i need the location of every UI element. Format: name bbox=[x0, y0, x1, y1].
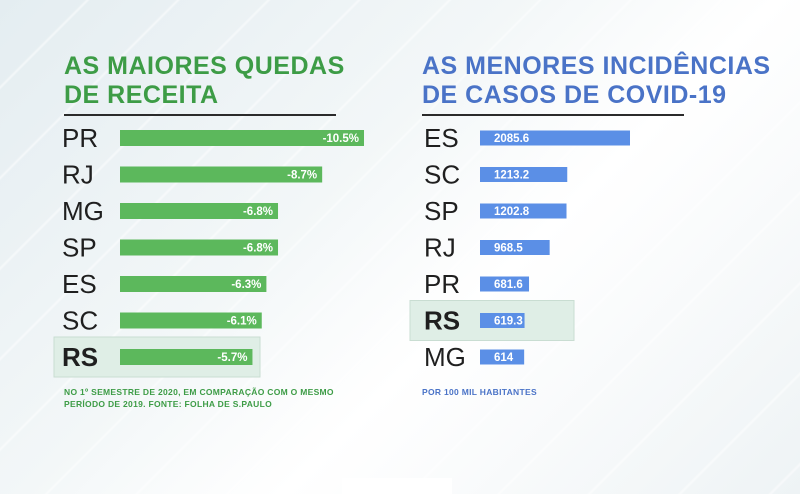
left-title-rest: QUEDAS bbox=[227, 52, 345, 80]
category-label-rj: RJ bbox=[424, 233, 456, 263]
value-label-rs: 619.3 bbox=[494, 316, 523, 328]
category-label-pr: PR bbox=[424, 269, 460, 299]
bar-mg bbox=[120, 203, 279, 219]
category-label-es: ES bbox=[62, 269, 97, 299]
bottom-white-tab bbox=[342, 478, 452, 494]
category-label-rs: RS bbox=[424, 306, 460, 336]
left-title-bold: AS MAIORES bbox=[64, 52, 228, 80]
right-chart-title: AS MENORES INCIDÊNCIAS DE CASOS DE COVID… bbox=[422, 52, 771, 110]
value-label-rj: -8.7% bbox=[287, 170, 317, 182]
value-label-pr: 681.6 bbox=[494, 279, 523, 291]
bar-rs bbox=[480, 313, 525, 328]
category-label-sc: SC bbox=[62, 306, 98, 336]
value-label-mg: -6.8% bbox=[243, 206, 273, 218]
right-panel-covid-incidence: AS MENORES INCIDÊNCIAS DE CASOS DE COVID… bbox=[400, 0, 800, 494]
category-label-sp: SP bbox=[424, 196, 459, 226]
left-panel-revenue-drops: AS MAIORES QUEDAS DE RECEITA PR -10.5% RJ -… bbox=[53, 52, 364, 410]
value-label-pr: -10.5% bbox=[323, 133, 359, 145]
bar-sp bbox=[120, 239, 279, 256]
value-label-es: -6.3% bbox=[231, 279, 261, 291]
category-label-sc: SC bbox=[424, 160, 460, 190]
bar-rj bbox=[120, 166, 323, 183]
covid-incidence-bar-chart: ES 2085.6 SC 1213.2 SP 1202.8 RJ 968.5 PR 681.6 RS… bbox=[409, 123, 630, 372]
right-footnote-line1: POR 100 MIL HABITANTES bbox=[422, 387, 537, 397]
value-label-sc: -6.1% bbox=[227, 316, 257, 328]
value-label-rj: 968.5 bbox=[494, 243, 523, 255]
left-title-line2: DE RECEITA bbox=[64, 81, 219, 109]
bar-sp bbox=[480, 203, 567, 219]
left-chart-title: AS MAIORES QUEDAS DE RECEITA bbox=[64, 52, 345, 110]
category-label-rj: RJ bbox=[62, 160, 94, 190]
bar-pr bbox=[120, 130, 364, 146]
value-label-es: 2085.6 bbox=[494, 133, 529, 145]
category-label-rs: RS bbox=[62, 342, 98, 372]
bar-pr bbox=[480, 276, 530, 292]
revenue-drop-bar-chart: PR -10.5% RJ -8.7% MG -6.8% SP -6.8% ES -6.3% SC -6… bbox=[53, 123, 364, 378]
bar-sc bbox=[480, 167, 568, 182]
bar-rs bbox=[120, 349, 253, 365]
left-footnote-line1: NO 1º SEMESTRE DE 2020, EM COMPARAÇÃO CO… bbox=[64, 387, 334, 397]
category-label-mg: MG bbox=[424, 342, 466, 372]
value-label-sp: 1202.8 bbox=[494, 206, 530, 218]
category-label-es: ES bbox=[424, 123, 459, 153]
category-label-mg: MG bbox=[62, 196, 104, 226]
value-label-sc: 1213.2 bbox=[494, 170, 529, 182]
right-title-bold: AS MENORES bbox=[422, 52, 596, 80]
bar-es bbox=[120, 276, 267, 292]
value-label-rs: -5.7% bbox=[217, 352, 247, 364]
right-title-rule bbox=[422, 114, 684, 116]
right-footnote: POR 100 MIL HABITANTES bbox=[422, 386, 537, 398]
left-footnote: NO 1º SEMESTRE DE 2020, EM COMPARAÇÃO CO… bbox=[64, 386, 334, 410]
category-label-sp: SP bbox=[62, 233, 97, 263]
bar-sc bbox=[120, 312, 262, 329]
value-label-sp: -6.8% bbox=[243, 243, 273, 255]
bar-es bbox=[480, 130, 630, 146]
bar-mg bbox=[480, 349, 525, 365]
left-footnote-line2: PERÍODO DE 2019. FONTE: FOLHA DE S.PAULO bbox=[64, 399, 272, 409]
bar-rj bbox=[480, 240, 550, 255]
right-title-rest: INCIDÊNCIAS bbox=[595, 52, 771, 80]
category-label-pr: PR bbox=[62, 123, 98, 153]
value-label-mg: 614 bbox=[494, 352, 514, 364]
right-title-line2: DE CASOS DE COVID-19 bbox=[422, 81, 727, 109]
left-title-rule bbox=[64, 114, 336, 116]
